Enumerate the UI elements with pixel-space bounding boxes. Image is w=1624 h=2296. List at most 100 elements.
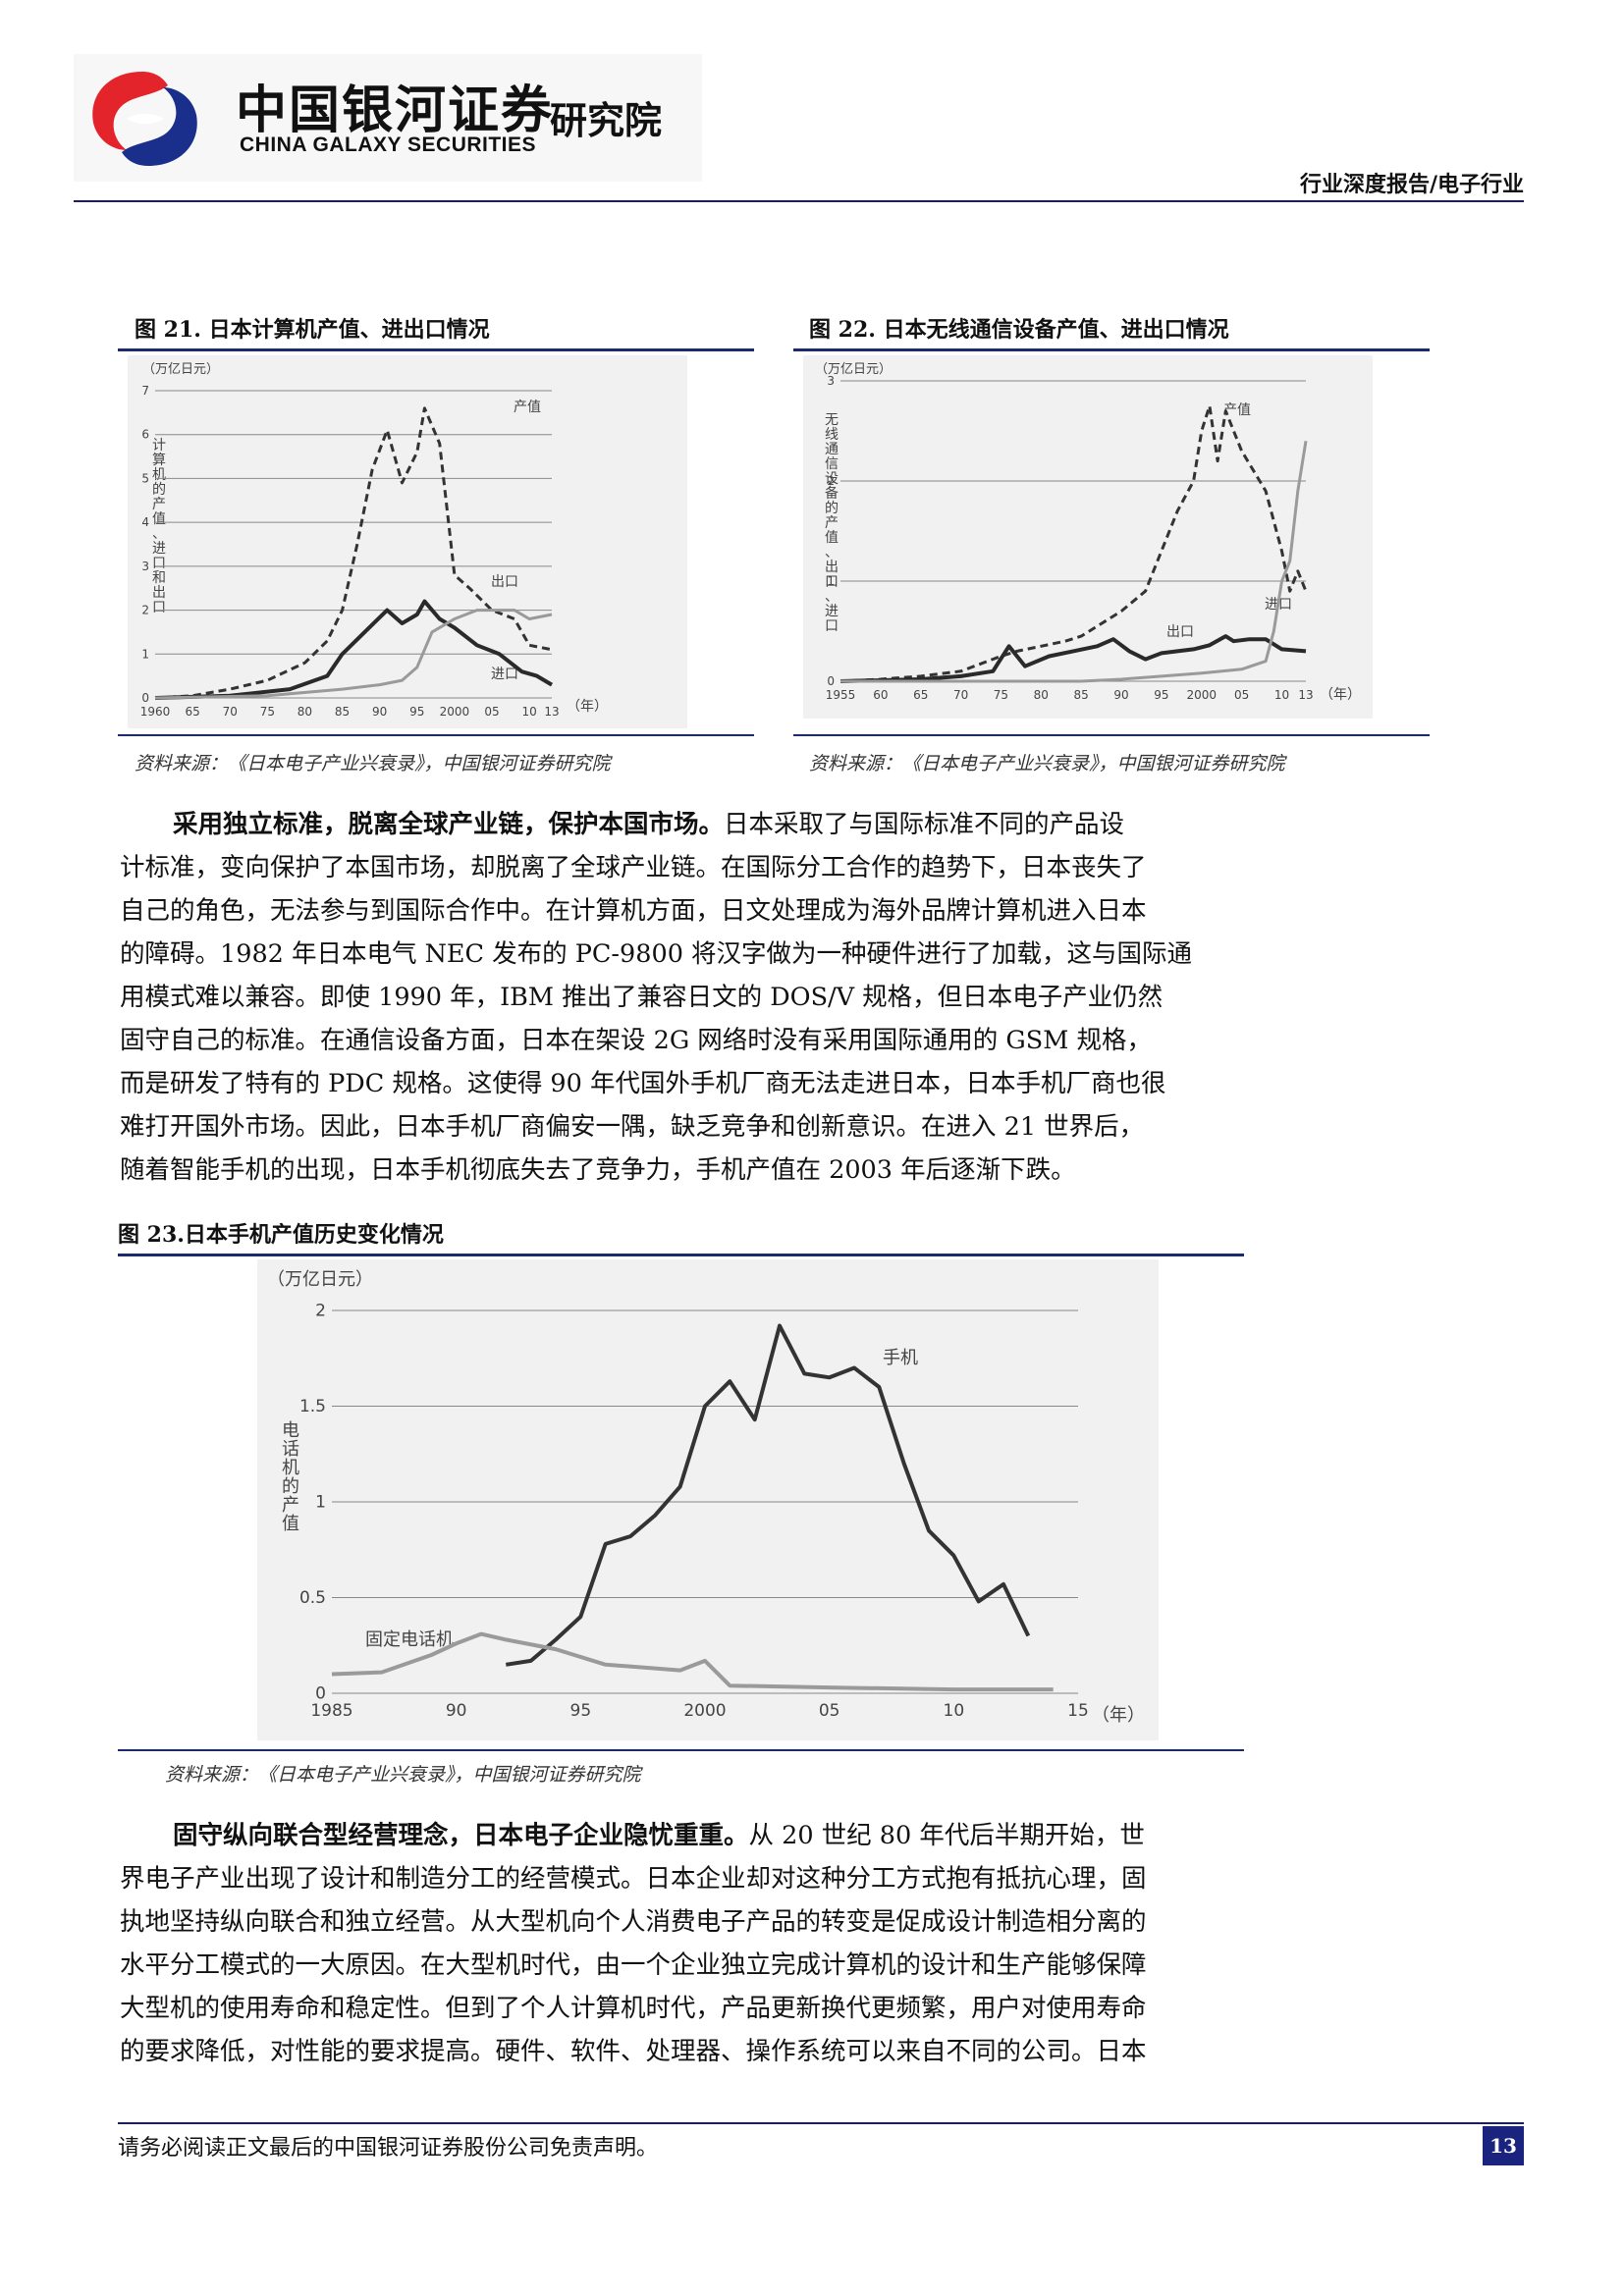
series-label-fixed: 固定电话机 (365, 1629, 454, 1650)
y-tick-label: 1 (315, 1493, 326, 1513)
footer-disclaimer: 请务必阅读正文最后的中国银河证券股份公司免责声明。 (118, 2136, 659, 2161)
y-tick-label: 6 (141, 428, 149, 442)
y-tick-label: 3 (141, 560, 149, 573)
footer-divider (118, 2122, 1524, 2124)
series-label-import: 进口 (491, 667, 518, 682)
x-tick-label: 70 (223, 705, 238, 719)
chart-unit-label: （万亿日元） (267, 1269, 373, 1290)
y-tick-label: 2 (827, 474, 835, 488)
figure-22-source: 资料来源：《日本电子产业兴衰录》，中国银河证券研究院 (809, 753, 1285, 774)
logo-banner (74, 54, 702, 182)
paragraph-lead: 采用独立标准，脱离全球产业链，保护本国市场。 (173, 810, 725, 839)
series-line (154, 609, 553, 700)
y-tick-label: 4 (141, 515, 149, 529)
x-tick-label: 2000 (440, 705, 470, 719)
y-tick-label: 3 (827, 374, 835, 388)
x-tick-label: 13 (1298, 688, 1313, 702)
x-tick-label: 05 (819, 1701, 840, 1721)
series-line (331, 1631, 1054, 1692)
chart-year-suffix: （年） (1320, 687, 1361, 703)
figure-23-chart: （万亿日元） （年） 电话机的产值 手机 固定电话机 0 0.5 1 1.5 2 1985… (257, 1259, 1159, 1740)
y-tick-label: 0 (827, 674, 835, 688)
x-tick-label: 60 (873, 688, 888, 702)
brand-name-en: CHINA GALAXY SECURITIES (240, 133, 537, 156)
series-label-export: 出口 (491, 574, 518, 590)
x-tick-label: 70 (953, 688, 968, 702)
x-tick-label: 90 (446, 1701, 467, 1721)
chart-unit-label: （万亿日元） (815, 362, 892, 377)
x-tick-label: 95 (570, 1701, 592, 1721)
figure-21-source: 资料来源：《日本电子产业兴衰录》，中国银河证券研究院 (135, 753, 611, 774)
paragraph-business-model: 固守纵向联合型经营理念，日本电子企业隐忧重重。从 20 世纪 80 年代后半期开… (120, 1821, 1147, 2066)
y-tick-label: 2 (141, 604, 149, 617)
paragraph-standards: 采用独立标准，脱离全球产业链，保护本国市场。日本采取了与国际标准不同的产品设 计… (120, 810, 1193, 1185)
series-line (154, 406, 553, 700)
paragraph-lead: 固守纵向联合型经营理念，日本电子企业隐忧重重。 (173, 1821, 749, 1850)
x-tick-label: 90 (1113, 688, 1128, 702)
figure-21-caption: 图 21. 日本计算机产值、进出口情况 (135, 317, 490, 343)
brand-name-cn: 中国银河证券 (236, 81, 555, 140)
chart-y-axis-title: 电话机的产值 (282, 1420, 299, 1534)
figure-22-top-rule (793, 348, 1430, 351)
series-label-export: 出口 (1166, 624, 1194, 640)
x-tick-label: 85 (335, 705, 350, 719)
y-tick-label: 0 (141, 691, 149, 705)
series-label-production: 产值 (514, 400, 541, 415)
galaxy-logo-icon (92, 72, 197, 166)
x-tick-label: 05 (1234, 688, 1249, 702)
series-label-production: 产值 (1223, 402, 1251, 418)
figure-23-bottom-rule (118, 1749, 1244, 1751)
chart-year-suffix: （年） (1092, 1705, 1145, 1726)
figure-23-top-rule (118, 1254, 1244, 1256)
brand-subtitle: 研究院 (550, 99, 663, 142)
y-tick-label: 1 (827, 574, 835, 588)
series-line (840, 440, 1308, 683)
chart-unit-label: （万亿日元） (142, 362, 219, 377)
y-tick-label: 1 (141, 647, 149, 661)
chart-y-axis-title: 无线通信设备的产值、出口、进口 (825, 412, 839, 634)
figure-22-caption: 图 22. 日本无线通信设备产值、进出口情况 (809, 317, 1229, 343)
x-tick-label: 1985 (310, 1701, 352, 1721)
x-tick-label: 10 (944, 1701, 965, 1721)
figure-21-plot: （万亿日元） （年） 计算机的产值、进口和出口 产值 出口 进口 0 1 2 3 4 5 6… (140, 362, 608, 719)
y-tick-label: 0 (315, 1684, 326, 1704)
x-tick-label: 75 (994, 688, 1008, 702)
y-tick-label: 1.5 (299, 1397, 326, 1416)
series-line (154, 599, 554, 700)
figure-21-top-rule (118, 348, 754, 351)
series-label-mobile: 手机 (883, 1348, 918, 1368)
figure-23-source: 资料来源：《日本电子产业兴衰录》，中国银河证券研究院 (165, 1764, 641, 1786)
x-tick-label: 80 (298, 705, 312, 719)
chart-y-axis-title: 计算机的产值、进口和出口 (152, 438, 166, 615)
x-tick-label: 90 (372, 705, 387, 719)
x-tick-label: 2000 (1186, 688, 1217, 702)
x-tick-label: 10 (521, 705, 536, 719)
x-tick-label: 65 (913, 688, 928, 702)
figure-22-bottom-rule (793, 734, 1430, 736)
x-tick-label: 10 (1274, 688, 1289, 702)
series-line (839, 634, 1307, 683)
figure-21-chart: （万亿日元） （年） 计算机的产值、进口和出口 产值 出口 进口 0 1 2 3 4 5 6… (128, 355, 687, 728)
x-tick-label: 1955 (826, 688, 856, 702)
x-tick-label: 1960 (140, 705, 171, 719)
x-tick-label: 13 (544, 705, 559, 719)
figure-23-plot: （万亿日元） （年） 电话机的产值 手机 固定电话机 0 0.5 1 1.5 2 1985… (267, 1269, 1145, 1726)
report-type: 行业深度报告/电子行业 (1299, 173, 1524, 197)
x-tick-label: 75 (260, 705, 275, 719)
x-tick-label: 80 (1034, 688, 1049, 702)
x-tick-label: 95 (1154, 688, 1168, 702)
figure-22-plot: （万亿日元） （年） 无线通信设备的产值、出口、进口 产值 出口 进口 0123… (815, 362, 1361, 703)
page-number: 13 (1483, 2126, 1524, 2165)
header-divider (74, 200, 1524, 202)
x-tick-label: 15 (1067, 1701, 1089, 1721)
x-tick-label: 85 (1074, 688, 1089, 702)
chart-year-suffix: （年） (567, 699, 608, 715)
x-tick-label: 2000 (683, 1701, 726, 1721)
x-tick-label: 95 (409, 705, 424, 719)
y-tick-label: 2 (315, 1302, 326, 1321)
y-tick-label: 7 (141, 384, 149, 398)
series-line (839, 404, 1308, 683)
series-line (505, 1323, 1031, 1667)
x-tick-label: 65 (185, 705, 199, 719)
